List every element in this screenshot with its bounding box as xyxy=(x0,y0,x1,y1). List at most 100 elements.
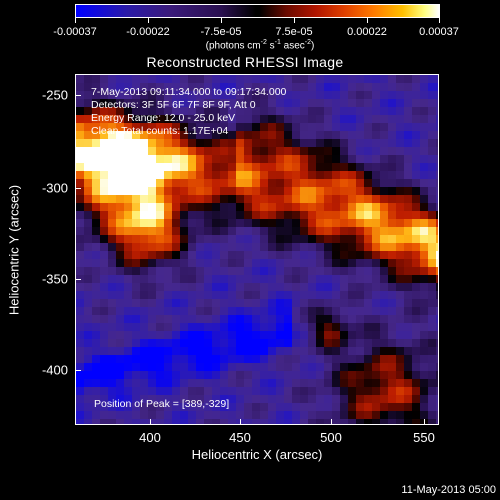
heatmap-cell xyxy=(276,99,284,107)
heatmap-cell xyxy=(268,315,276,323)
heatmap-cell xyxy=(316,387,324,395)
heatmap-cell xyxy=(316,219,324,227)
heatmap-cell xyxy=(332,419,340,424)
heatmap-cell xyxy=(324,411,332,419)
heatmap-cell xyxy=(436,235,438,243)
heatmap-cell xyxy=(356,227,364,235)
heatmap-cell xyxy=(164,307,172,315)
heatmap-cell xyxy=(396,75,404,83)
heatmap-cell xyxy=(396,339,404,347)
heatmap-cell xyxy=(284,75,292,83)
heatmap-cell xyxy=(436,179,438,187)
heatmap-cell xyxy=(348,259,356,267)
heatmap-cell xyxy=(380,371,388,379)
heatmap-cell xyxy=(172,371,180,379)
heatmap-cell xyxy=(316,411,324,419)
heatmap-cell xyxy=(164,371,172,379)
heatmap-cell xyxy=(260,139,268,147)
heatmap-cell xyxy=(340,99,348,107)
heatmap-cell xyxy=(156,291,164,299)
heatmap-cell xyxy=(188,355,196,363)
heatmap-cell xyxy=(236,211,244,219)
heatmap-cell xyxy=(404,235,412,243)
heatmap-cell xyxy=(204,307,212,315)
heatmap-cell xyxy=(340,171,348,179)
heatmap-cell xyxy=(316,395,324,403)
heatmap-cell xyxy=(332,403,340,411)
heatmap-cell xyxy=(348,139,356,147)
heatmap-cell xyxy=(132,155,140,163)
heatmap-cell xyxy=(372,299,380,307)
heatmap-cell xyxy=(220,131,228,139)
heatmap-cell xyxy=(324,371,332,379)
heatmap-cell xyxy=(172,211,180,219)
heatmap-cell xyxy=(300,91,308,99)
heatmap-cell xyxy=(420,115,428,123)
heatmap-cell xyxy=(156,355,164,363)
heatmap-cell xyxy=(212,339,220,347)
heatmap-cell xyxy=(132,331,140,339)
heatmap-cell xyxy=(156,363,164,371)
heatmap-cell xyxy=(228,219,236,227)
heatmap-cell xyxy=(164,323,172,331)
heatmap-cell xyxy=(260,83,268,91)
heatmap-cell xyxy=(372,291,380,299)
heatmap-cell xyxy=(116,203,124,211)
heatmap-cell xyxy=(292,387,300,395)
heatmap-cell xyxy=(380,243,388,251)
heatmap-cell xyxy=(276,179,284,187)
heatmap-cell xyxy=(180,219,188,227)
heatmap-cell xyxy=(92,419,100,424)
heatmap-cell xyxy=(116,187,124,195)
heatmap-cell xyxy=(364,243,372,251)
heatmap-cell xyxy=(300,363,308,371)
heatmap-cell xyxy=(132,163,140,171)
heatmap-cell xyxy=(156,115,164,123)
heatmap-cell xyxy=(148,267,156,275)
heatmap-cell xyxy=(188,131,196,139)
heatmap-cell xyxy=(132,115,140,123)
heatmap-cell xyxy=(276,155,284,163)
heatmap-cell xyxy=(284,387,292,395)
heatmap-cell xyxy=(196,355,204,363)
heatmap-cell xyxy=(380,291,388,299)
heatmap-cell xyxy=(380,163,388,171)
heatmap-cell xyxy=(172,339,180,347)
heatmap-cell xyxy=(364,139,372,147)
heatmap-cell xyxy=(364,339,372,347)
heatmap-cell xyxy=(92,195,100,203)
heatmap-cell xyxy=(308,83,316,91)
heatmap-cell xyxy=(324,235,332,243)
heatmap-cell xyxy=(364,75,372,83)
heatmap-cell xyxy=(420,155,428,163)
heatmap-cell xyxy=(92,323,100,331)
heatmap-cell xyxy=(220,99,228,107)
heatmap-cell xyxy=(196,243,204,251)
heatmap-cell xyxy=(308,243,316,251)
heatmap-cell xyxy=(300,179,308,187)
heatmap-cell xyxy=(124,403,132,411)
heatmap-cell xyxy=(404,283,412,291)
heatmap-cell xyxy=(108,323,116,331)
heatmap-cell xyxy=(284,139,292,147)
heatmap-cell xyxy=(124,355,132,363)
heatmap-cell xyxy=(420,243,428,251)
heatmap-cell xyxy=(92,387,100,395)
heatmap-cell xyxy=(156,379,164,387)
heatmap-cell xyxy=(276,171,284,179)
heatmap-cell xyxy=(292,171,300,179)
heatmap-cell xyxy=(172,411,180,419)
heatmap-cell xyxy=(388,219,396,227)
heatmap-cell xyxy=(308,187,316,195)
heatmap-cell xyxy=(268,411,276,419)
heatmap-cell xyxy=(380,115,388,123)
heatmap-cell xyxy=(396,83,404,91)
heatmap-cell xyxy=(412,363,420,371)
heatmap-cell xyxy=(100,411,108,419)
heatmap-cell xyxy=(252,395,260,403)
heatmap-cell xyxy=(140,339,148,347)
heatmap-cell xyxy=(308,315,316,323)
heatmap-cell xyxy=(220,243,228,251)
heatmap-cell xyxy=(236,411,244,419)
heatmap-cell xyxy=(164,131,172,139)
